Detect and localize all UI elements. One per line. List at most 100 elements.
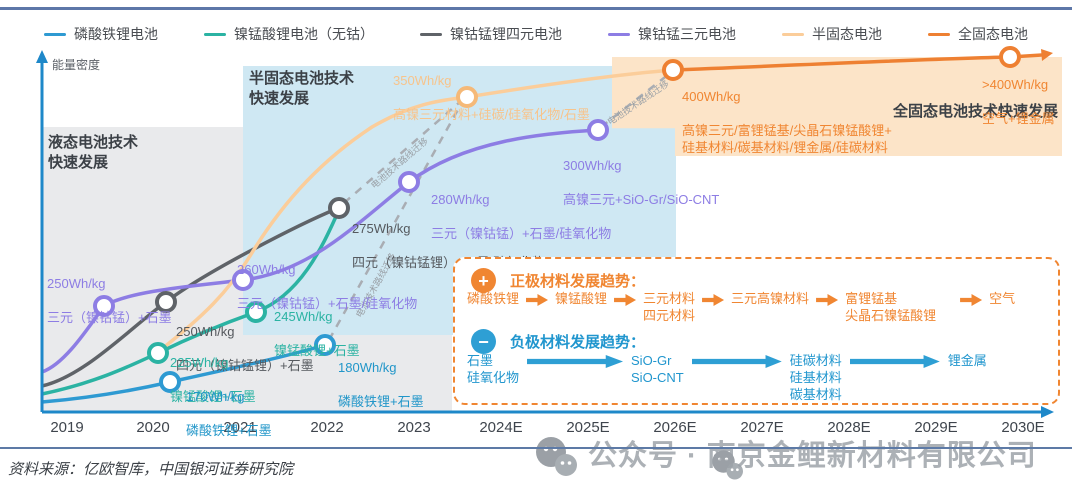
annotation-desc: 四元（镍钴锰锂）+石墨 xyxy=(176,357,314,373)
annotation-lfp-180: 180Wh/kg 磷酸铁锂+石墨 xyxy=(338,343,424,411)
long-right-arrow-icon xyxy=(849,355,940,368)
legend-item-lfp: 磷酸铁锂电池 xyxy=(44,24,158,44)
annotation-value: 250Wh/kg xyxy=(176,323,235,339)
bottom-divider xyxy=(0,447,1072,449)
curve-lmno xyxy=(41,211,340,396)
marker-lmno-245 xyxy=(245,301,267,323)
legend-label: 全固态电池 xyxy=(958,26,1028,42)
annotation-value: 275Wh/kg xyxy=(352,220,411,236)
right-arrow-icon xyxy=(702,294,725,306)
legend-swatch-ncm xyxy=(608,32,630,36)
long-right-arrow-icon xyxy=(527,355,624,368)
annotation-value: 260Wh/kg xyxy=(237,261,296,277)
legend-label: 镍锰酸锂电池（无钴） xyxy=(234,26,374,42)
cathode-step: 镍锰酸锂 xyxy=(555,291,608,306)
x-tick-2028e: 2028E xyxy=(827,419,871,436)
annotation-value: 250Wh/kg xyxy=(47,275,106,291)
curve-solid-state xyxy=(672,53,1043,72)
legend-item-semi-solid: 半固态电池 xyxy=(782,24,882,44)
materials-trend-box: + 正极材料发展趋势： 磷酸铁锂 镍锰酸锂 三元材料 四元材料 三元高镍材料 富… xyxy=(453,257,1060,405)
right-arrow-icon xyxy=(960,294,983,306)
cathode-step: 磷酸铁锂 xyxy=(467,291,520,306)
top-divider xyxy=(0,7,1072,10)
cathode-trend-steps: 磷酸铁锂 镍锰酸锂 三元材料 四元材料 三元高镍材料 富锂锰基 尖晶石镍锰酸锂 … xyxy=(467,291,1055,325)
annotation-solid-400: 400Wh/kg 高镍三元/富锂锰基/尖晶石镍锰酸锂+ 硅基材料/碳基材料/锂金… xyxy=(682,72,892,156)
x-tick-2024e: 2024E xyxy=(479,419,523,436)
marker-semi-350 xyxy=(456,86,478,108)
marker-ncm-250 xyxy=(93,295,115,317)
legend-label: 镍钴锰锂四元电池 xyxy=(450,26,562,42)
legend-item-solid: 全固态电池 xyxy=(928,24,1028,44)
annotation-ncm-250: 250Wh/kg 三元（镍钴锰）+石墨 xyxy=(47,259,172,327)
watermark-text: 公众号 · 南京金鲤新材料有限公司 xyxy=(588,440,1037,472)
marker-solid-400plus xyxy=(999,46,1021,68)
x-tick-2023: 2023 xyxy=(397,419,431,436)
annotation-value: 245Wh/kg xyxy=(274,308,333,324)
legend-swatch-solid xyxy=(928,32,950,36)
annotation-desc: 高镍三元+SiO-Gr/SiO-CNT xyxy=(563,191,720,207)
x-tick-2029e: 2029E xyxy=(914,419,958,436)
cathode-step: 富锂锰基 尖晶石镍锰酸锂 xyxy=(845,291,937,323)
plus-icon: + xyxy=(471,268,496,293)
legend-swatch-quaternary xyxy=(420,32,442,36)
annotation-desc: 高镍三元/富锂锰基/尖晶石镍锰酸锂+ 硅基材料/碳基材料/锂金属/硅碳材料 xyxy=(682,122,892,155)
x-tick-2026e: 2026E xyxy=(653,419,697,436)
x-tick-2025e: 2025E xyxy=(566,419,610,436)
marker-lmno-225 xyxy=(147,342,169,364)
anode-trend-title: 负极材料发展趋势： xyxy=(510,334,646,351)
annotation-desc: 高镍三元材料+硅碳/硅氧化物/石墨 xyxy=(393,106,590,122)
migration-line-2 xyxy=(343,100,462,204)
annotation-value: 280Wh/kg xyxy=(431,191,490,207)
solid-curve-arrowhead xyxy=(1041,49,1053,61)
annotation-lmno-225: 225Wh/kg 镍锰酸锂+石墨 xyxy=(170,338,256,406)
annotation-value: 225Wh/kg xyxy=(170,354,229,370)
anode-step: 石墨 硅氧化物 xyxy=(467,353,520,385)
legend-label: 磷酸铁锂电池 xyxy=(74,26,158,42)
marker-ncm-300 xyxy=(587,119,609,141)
marker-lfp-170 xyxy=(159,371,181,393)
legend-item-lmno: 镍锰酸锂电池（无钴） xyxy=(204,24,374,44)
wechat-icon xyxy=(712,450,743,480)
annotation-desc: 磷酸铁锂+石墨 xyxy=(338,393,424,409)
region-label-semi-solid: 半固态电池技术 快速发展 xyxy=(249,70,355,108)
annotation-desc: 镍锰酸锂+石墨 xyxy=(274,342,360,358)
x-tick-2019: 2019 xyxy=(50,419,84,436)
legend-swatch-lmno xyxy=(204,32,226,36)
annotation-solid-400plus: >400Wh/kg 空气+锂金属 xyxy=(982,60,1055,128)
region-label-liquid: 液态电池技术 快速发展 xyxy=(48,134,139,172)
cathode-step: 三元高镍材料 xyxy=(731,291,810,306)
annotation-lfp-170: 170Wh/kg 磷酸铁锂+石墨 xyxy=(186,372,272,440)
marker-ncm-280 xyxy=(398,171,420,193)
annotation-ncm-300: 300Wh/kg 高镍三元+SiO-Gr/SiO-CNT xyxy=(563,141,719,209)
region-label-solid-state: 全固态电池技术快速发展 xyxy=(893,103,1059,120)
annotation-desc: 三元（镍钴锰）+石墨/硅氧化物 xyxy=(431,225,612,241)
wechat-icon xyxy=(536,437,577,476)
anode-step: 硅碳材料 硅基材料 碳基材料 xyxy=(789,353,842,402)
marker-quad-250 xyxy=(155,291,177,313)
annotation-ncm-260: 260Wh/kg 三元（镍钴锰）+石墨/硅氧化物 xyxy=(237,245,417,313)
annotation-desc: 三元（镍钴锰）+石墨 xyxy=(47,309,172,325)
anode-step: SiO-Gr SiO-CNT xyxy=(631,353,684,385)
annotation-ncm-280: 280Wh/kg 三元（镍钴锰）+石墨/硅氧化物 xyxy=(431,175,611,243)
anode-trend-header: − 负极材料发展趋势： xyxy=(471,329,645,354)
right-arrow-icon xyxy=(526,294,549,306)
x-axis-arrow xyxy=(1041,406,1054,418)
cathode-step: 三元材料 四元材料 xyxy=(643,291,696,323)
x-tick-2020: 2020 xyxy=(136,419,170,436)
minus-icon: − xyxy=(471,329,496,354)
annotation-desc: 空气+锂金属 xyxy=(982,110,1055,126)
marker-quad-275 xyxy=(328,197,350,219)
source-note: 资料来源：亿欧智库，中国银河证券研究院 xyxy=(8,462,294,478)
legend-item-quaternary: 镍钴锰锂四元电池 xyxy=(420,24,562,44)
annotation-value: 400Wh/kg xyxy=(682,88,741,104)
marker-ncm-260 xyxy=(232,269,254,291)
annotation-desc: 三元（镍钴锰）+石墨/硅氧化物 xyxy=(237,295,418,311)
legend-swatch-semi-solid xyxy=(782,32,804,36)
legend-swatch-lfp xyxy=(44,32,66,36)
y-axis-arrow xyxy=(36,50,48,63)
legend-item-ncm: 镍钴锰三元电池 xyxy=(608,24,736,44)
x-tick-2021: 2021 xyxy=(223,419,257,436)
annotation-value: 350Wh/kg xyxy=(393,72,452,88)
x-tick-2030e: 2030E xyxy=(1001,419,1045,436)
